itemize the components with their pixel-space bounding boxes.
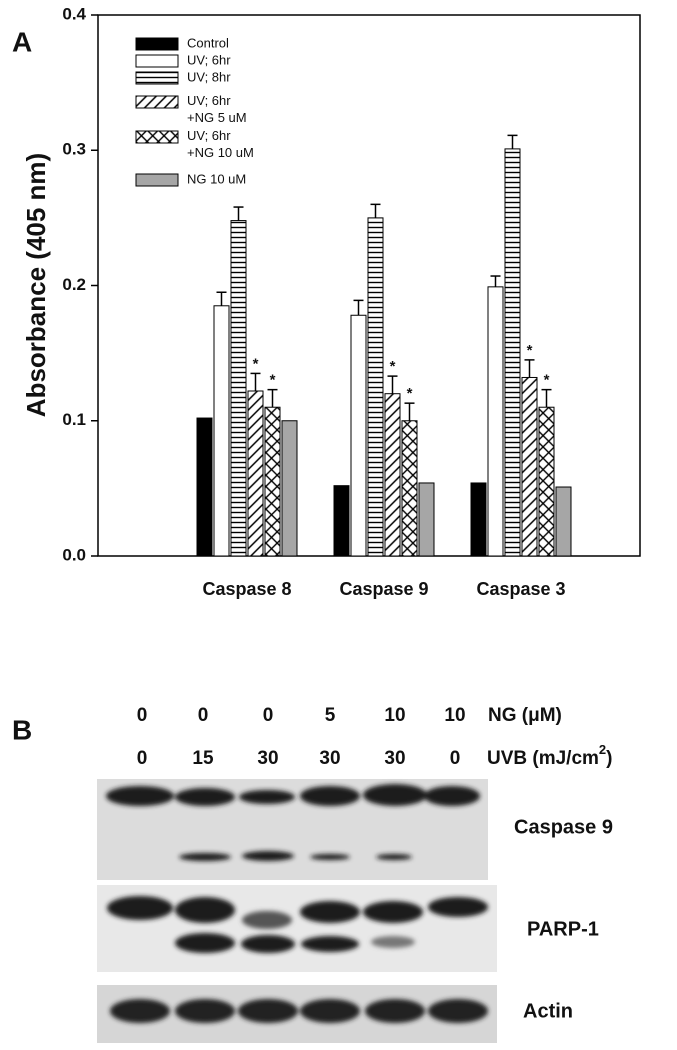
error-bar: [233, 206, 244, 221]
blot-label: Caspase 9: [514, 816, 613, 838]
error-bar: [524, 359, 535, 378]
bar: [213, 305, 230, 557]
bar: [521, 376, 538, 557]
y-tick-label: 0.3: [62, 140, 86, 159]
bar: [196, 417, 213, 557]
uvb-label: UVB (mJ/cm2): [487, 742, 612, 769]
legend-swatch: [135, 54, 179, 68]
legend-label: UV; 6hr +NG 5 uM: [187, 93, 247, 125]
bar: [401, 420, 418, 557]
x-tick-label: Caspase 9: [339, 579, 428, 599]
ng-dose: 10: [444, 705, 465, 726]
bar: [281, 420, 298, 557]
error-bar: [507, 134, 518, 149]
ng-dose: 0: [198, 705, 209, 726]
uvb-dose: 30: [384, 748, 405, 769]
legend-label: UV; 6hr +NG 10 uM: [187, 128, 254, 160]
significance-mark: *: [270, 372, 276, 389]
blot-caspase9: [97, 779, 488, 880]
legend-label: UV; 8hr: [187, 69, 231, 84]
significance-mark: *: [527, 342, 533, 359]
legend-label: Control: [187, 35, 229, 50]
bar: [470, 482, 487, 557]
uvb-label-end: ): [606, 748, 612, 769]
ng-dose: 0: [137, 705, 148, 726]
bar: [350, 314, 367, 557]
blot-label: PARP-1: [527, 918, 599, 940]
blot-label: Actin: [523, 1000, 573, 1022]
error-bar: [353, 299, 364, 316]
x-tick-label: Caspase 3: [476, 579, 565, 599]
bar: [538, 406, 555, 557]
blot-header: NG (μM) UVB (mJ/cm2): [487, 705, 612, 769]
bar: [384, 393, 401, 557]
y-tick-label: 0.0: [62, 545, 86, 564]
ng-label: NG (μM): [488, 705, 562, 726]
bar: [230, 220, 247, 557]
ng-dose: 10: [384, 705, 405, 726]
uvb-dose: 30: [319, 748, 340, 769]
uvb-dose: 0: [450, 748, 461, 769]
error-bar: [490, 275, 501, 287]
uvb-dose: 30: [257, 748, 278, 769]
ng-dose: 0: [263, 705, 274, 726]
y-tick-label: 0.2: [62, 275, 86, 294]
error-bar: [370, 203, 381, 218]
bar: [487, 286, 504, 557]
error-bar: [541, 388, 552, 408]
error-bar: [387, 375, 398, 394]
blot-actin: [97, 985, 497, 1043]
uvb-dose: 15: [192, 748, 214, 769]
legend-swatch: [135, 37, 179, 51]
uvb-dose: 0: [137, 748, 148, 769]
bar: [333, 485, 350, 557]
legend-swatch: [135, 130, 179, 144]
bar: [418, 482, 435, 557]
bar: [264, 406, 281, 557]
legend-swatch: [135, 95, 179, 109]
legend-swatch: [135, 71, 179, 85]
error-bar: [216, 291, 227, 306]
significance-mark: *: [253, 355, 259, 372]
bar: [504, 148, 521, 557]
y-axis-title: Absorbance (405 nm): [21, 153, 51, 417]
significance-mark: *: [544, 372, 550, 389]
legend-label: NG 10 uM: [187, 171, 246, 186]
bar: [367, 217, 384, 557]
ng-dose: 5: [325, 705, 336, 726]
error-bar: [267, 388, 278, 408]
panel-label: A: [12, 26, 32, 57]
y-tick-label: 0.4: [62, 4, 86, 23]
y-tick-label: 0.1: [62, 410, 86, 429]
legend-label: UV; 6hr: [187, 52, 231, 67]
bar: [555, 486, 572, 557]
bar: [247, 390, 264, 557]
uvb-label-sup: 2: [599, 742, 606, 757]
uvb-label-text: UVB (mJ/cm: [487, 748, 599, 769]
significance-mark: *: [407, 385, 413, 402]
error-bar: [250, 372, 261, 391]
blot-parp1: [97, 885, 497, 972]
panel-label: B: [12, 714, 32, 745]
error-bar: [404, 402, 415, 421]
x-tick-label: Caspase 8: [202, 579, 291, 599]
significance-mark: *: [390, 358, 396, 375]
legend-swatch: [135, 173, 179, 187]
